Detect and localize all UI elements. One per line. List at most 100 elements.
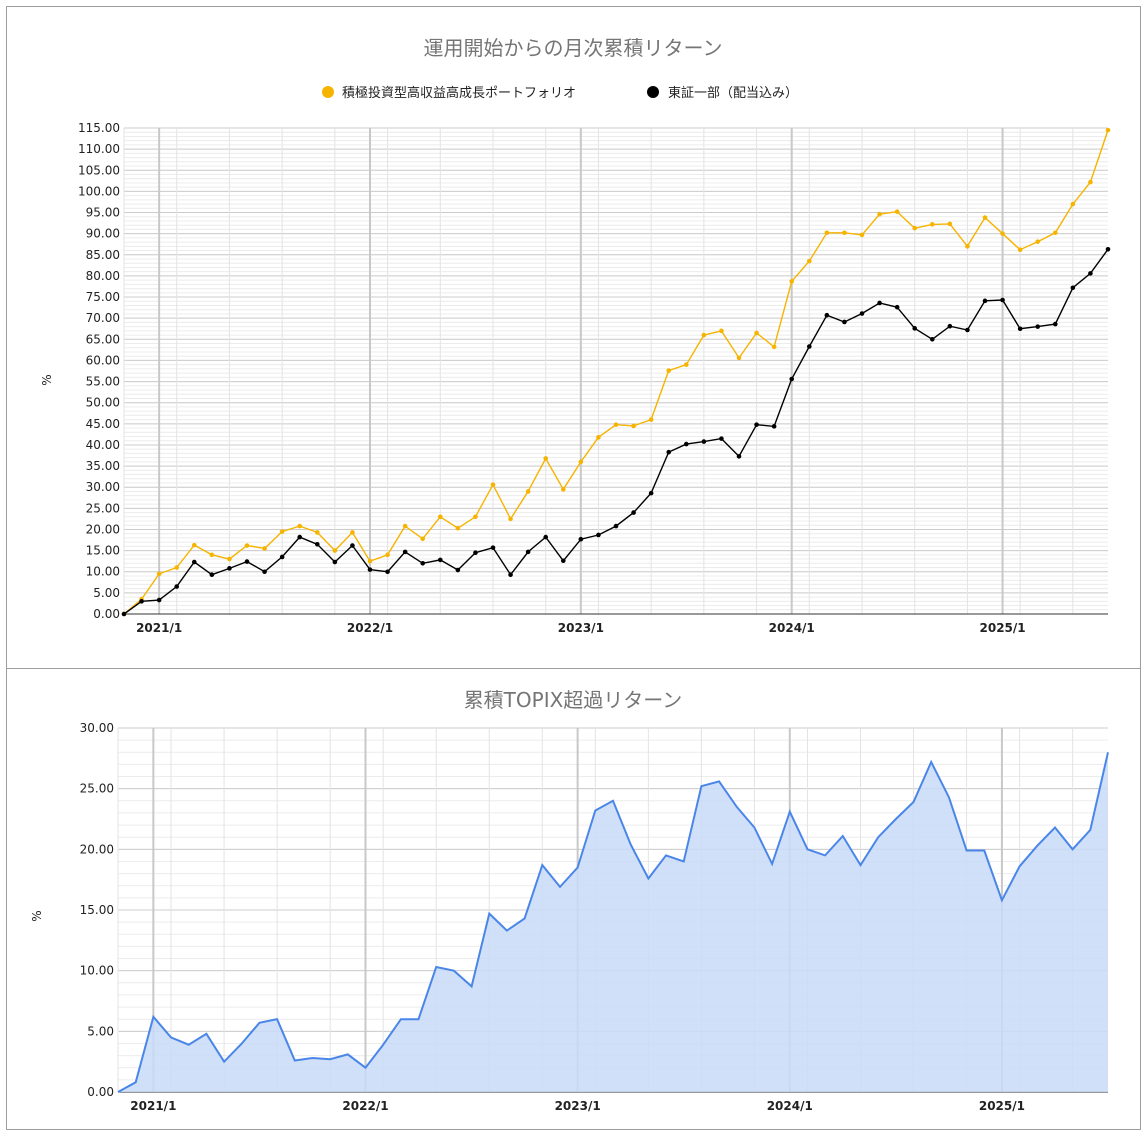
data-point <box>367 567 373 572</box>
y-tick-label: 115.00 <box>78 121 120 135</box>
data-point <box>1052 321 1058 327</box>
data-point <box>332 548 338 553</box>
data-point <box>789 376 795 382</box>
data-point <box>209 572 215 577</box>
data-point <box>877 300 882 306</box>
data-point <box>806 344 812 349</box>
y-tick-label: 70.00 <box>86 311 120 325</box>
y-tick-label: 45.00 <box>86 417 120 431</box>
data-point <box>1035 239 1041 244</box>
data-point <box>262 546 267 551</box>
x-axis-ticks: 2021/1 2022/1 2023/1 2024/1 2025/1 <box>130 1099 1025 1113</box>
data-point <box>191 542 197 548</box>
x-tick-label: 2025/1 <box>979 1099 1025 1113</box>
data-point <box>1000 231 1005 236</box>
data-point <box>402 549 408 555</box>
data-point <box>1052 230 1058 236</box>
data-point <box>244 543 250 548</box>
data-point <box>1105 127 1111 133</box>
data-point <box>350 543 355 548</box>
y-tick-label: 80.00 <box>86 269 120 283</box>
y-tick-label: 5.00 <box>93 586 120 600</box>
cumulative-return-chart-panel: 運用開始からの月次累積リターン 積極投資型高収益高成長ポートフォリオ 東証一部（… <box>6 6 1141 669</box>
data-point <box>982 215 988 220</box>
y-tick-label: 75.00 <box>86 290 120 304</box>
data-point <box>156 597 162 603</box>
y-tick-label: 25.00 <box>80 782 114 796</box>
y-tick-label: 95.00 <box>86 206 120 220</box>
y-tick-label: 10.00 <box>80 964 114 978</box>
data-point <box>385 552 390 558</box>
data-point <box>297 523 303 529</box>
series-line <box>117 752 1109 1093</box>
data-point <box>982 298 988 304</box>
data-point <box>314 530 320 535</box>
data-point <box>367 558 373 564</box>
data-point <box>1035 324 1041 329</box>
data-point <box>525 549 531 555</box>
y-axis-ticks: 0.00 5.00 10.00 15.00 20.00 25.00 30.00 <box>80 721 114 1099</box>
data-point <box>754 330 759 336</box>
data-point <box>508 572 513 577</box>
data-point <box>1017 247 1023 253</box>
legend-label-portfolio: 積極投資型高収益高成長ポートフォリオ <box>342 85 576 101</box>
data-point <box>420 560 426 566</box>
data-point <box>947 323 953 329</box>
data-point <box>437 557 443 563</box>
y-tick-label: 40.00 <box>86 438 120 452</box>
data-point <box>894 209 900 214</box>
data-point <box>894 304 900 310</box>
data-point <box>842 230 847 236</box>
x-tick-label: 2021/1 <box>136 621 182 635</box>
data-point <box>771 424 777 429</box>
y-tick-label: 65.00 <box>86 332 120 346</box>
data-point <box>596 532 601 538</box>
data-point <box>806 258 812 264</box>
data-point <box>174 584 180 589</box>
data-point <box>771 344 777 350</box>
data-point <box>719 328 724 334</box>
data-point <box>262 569 267 575</box>
data-point <box>842 319 847 325</box>
data-point <box>736 454 742 459</box>
data-point <box>227 566 232 571</box>
data-point <box>543 456 549 461</box>
data-point <box>490 482 496 487</box>
data-point <box>1070 285 1076 291</box>
data-point <box>929 337 935 342</box>
data-point <box>789 279 795 284</box>
excess-return-chart-panel: 累積TOPIX超過リターン % 0.00 5.00 10.00 15.00 20.00 2… <box>6 668 1141 1130</box>
data-point <box>736 355 742 361</box>
y-tick-label: 50.00 <box>86 396 120 410</box>
data-point <box>508 516 513 522</box>
y-tick-label: 110.00 <box>78 142 120 156</box>
data-point <box>1000 297 1005 303</box>
data-point <box>1088 179 1093 185</box>
data-point <box>701 439 707 444</box>
data-point <box>824 312 830 318</box>
data-point <box>631 510 636 515</box>
data-point <box>420 536 426 542</box>
data-point <box>473 514 478 520</box>
data-point <box>965 244 970 249</box>
x-tick-label: 2021/1 <box>130 1099 176 1113</box>
area-group <box>117 752 1109 1093</box>
data-point <box>209 552 215 558</box>
chart-title: 累積TOPIX超過リターン <box>464 688 683 712</box>
excess-return-chart: 累積TOPIX超過リターン % 0.00 5.00 10.00 15.00 20.00 2… <box>30 688 1109 1113</box>
data-point <box>947 221 953 227</box>
data-point <box>1070 201 1076 207</box>
y-tick-label: 55.00 <box>86 375 120 389</box>
y-tick-label: 35.00 <box>86 459 120 473</box>
data-point <box>912 326 918 331</box>
data-point <box>877 211 882 217</box>
data-point <box>613 523 619 529</box>
y-axis-label: % <box>40 374 54 385</box>
data-point <box>473 550 478 556</box>
data-point <box>648 417 654 422</box>
data-point <box>1017 326 1023 332</box>
y-tick-label: 5.00 <box>87 1024 114 1038</box>
data-point <box>455 525 461 531</box>
legend-marker-portfolio <box>322 86 334 98</box>
x-tick-label: 2024/1 <box>767 1099 813 1113</box>
